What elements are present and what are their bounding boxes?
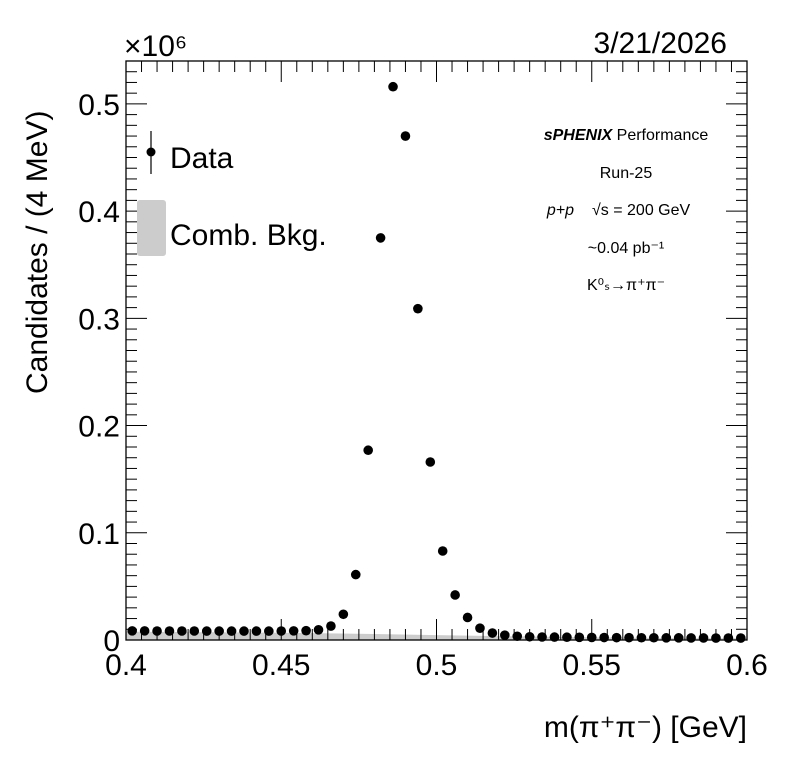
data-point (177, 626, 187, 636)
luminosity-label: ~0.04 pb⁻¹ (588, 240, 665, 257)
data-point (661, 633, 672, 643)
legend-data-marker (146, 147, 156, 157)
data-point (475, 623, 485, 634)
data-point (512, 631, 523, 642)
legend-bkg-label: Comb. Bkg. (170, 219, 327, 252)
data-point (673, 633, 684, 643)
data-point (313, 625, 324, 635)
x-tick-label: 0.4 (105, 649, 147, 682)
y-tick-label: 0.1 (78, 518, 120, 551)
data-series (127, 81, 746, 643)
data-point (413, 303, 423, 314)
data-point (649, 632, 659, 643)
data-point (562, 632, 572, 643)
data-point (462, 612, 473, 623)
data-point (239, 626, 249, 636)
experiment-name: sPHENIX (544, 127, 614, 144)
data-point (375, 233, 386, 243)
data-point (711, 633, 721, 643)
energy-label: √s = 200 GeV (592, 202, 691, 219)
experiment-suffix: Performance (612, 127, 708, 144)
data-point (537, 632, 547, 642)
data-point (450, 590, 460, 600)
y-axis-ticks (126, 60, 747, 641)
x-tick-label: 0.45 (252, 649, 310, 682)
x-axis-tick-labels: 0.4 0.45 0.5 0.55 0.6 (105, 649, 768, 682)
data-point (437, 546, 448, 556)
data-point (164, 626, 175, 636)
data-point (251, 626, 262, 636)
y-tick-label: 0.3 (78, 303, 120, 336)
data-point (152, 626, 162, 636)
x-axis-label: m(π⁺π⁻) [GeV] (544, 711, 747, 744)
data-point (189, 626, 200, 636)
data-point (624, 632, 634, 643)
date-label: 3/21/2026 (594, 27, 727, 60)
y-multiplier: ×10⁶ (124, 30, 187, 63)
data-point (599, 632, 609, 643)
legend-bkg-swatch (137, 200, 166, 256)
data-point (338, 609, 349, 620)
data-point (524, 631, 535, 642)
data-point (350, 569, 361, 580)
data-point (276, 626, 287, 636)
collision-label: p+p (546, 202, 574, 219)
data-point (723, 633, 734, 643)
data-point (698, 633, 709, 643)
data-point (500, 630, 510, 640)
annotation-block: sPHENIX Performance Run-25 p+p √s = 200 … (544, 127, 709, 294)
data-point (388, 81, 398, 92)
experiment-label: sPHENIX Performance (544, 127, 709, 144)
y-tick-label: 0.5 (78, 89, 120, 122)
decay-label: K⁰ₛ→π⁺π⁻ (587, 277, 665, 294)
x-tick-label: 0.5 (416, 649, 458, 682)
data-point (326, 621, 336, 631)
y-tick-label: 0.4 (78, 196, 120, 229)
data-point (636, 632, 647, 643)
data-point (226, 626, 237, 636)
data-point (139, 626, 150, 636)
y-axis-tick-labels: 0 0.1 0.2 0.3 0.4 0.5 (78, 89, 120, 658)
data-point (574, 632, 585, 643)
data-point (288, 626, 299, 636)
y-tick-label: 0 (103, 625, 120, 658)
run-label: Run-25 (600, 165, 653, 182)
data-point (363, 445, 373, 456)
data-point (264, 626, 274, 636)
data-point (400, 131, 411, 141)
data-point (487, 628, 498, 638)
legend-data-label: Data (170, 142, 234, 175)
legend: Data Comb. Bkg. (137, 131, 327, 256)
data-point (214, 626, 224, 636)
data-point (301, 625, 311, 636)
data-point (425, 457, 436, 467)
x-tick-label: 0.55 (563, 649, 621, 682)
data-point (586, 632, 597, 643)
data-point (201, 626, 212, 636)
y-tick-label: 0.2 (78, 411, 120, 444)
data-point (127, 626, 138, 636)
data-point (686, 633, 696, 643)
x-tick-label: 0.6 (726, 649, 768, 682)
data-point (611, 632, 622, 643)
data-point (735, 633, 746, 643)
data-point (549, 632, 560, 642)
y-axis-label: Candidates / (4 MeV) (21, 111, 54, 394)
